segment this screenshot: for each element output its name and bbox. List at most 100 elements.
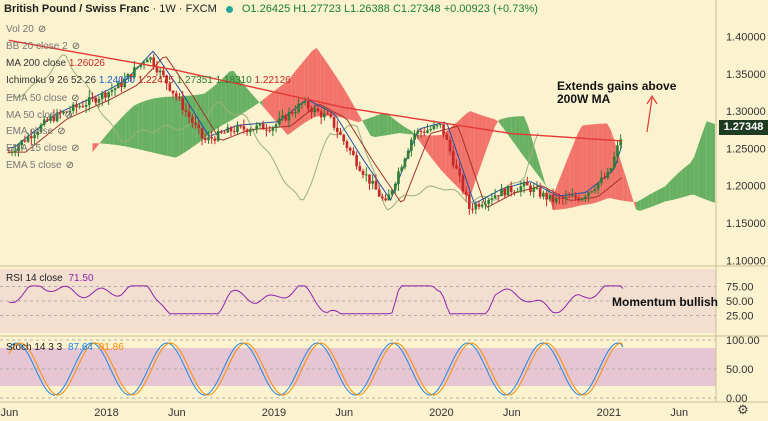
eye-off-icon[interactable]: ⊘ (71, 93, 80, 104)
eye-off-icon[interactable]: ⊘ (57, 126, 66, 137)
candle-body (290, 112, 294, 114)
time-tick-label: Jun (168, 407, 186, 419)
indicator-ma-50[interactable]: MA 50 close ⊘ (6, 110, 73, 121)
ichimoku-cloud-segment (270, 90, 276, 121)
candle-body (451, 151, 455, 166)
symbol-name[interactable]: British Pound / Swiss Franc (4, 3, 150, 15)
candle-body (7, 152, 11, 154)
candle-body (374, 181, 378, 190)
ichimoku-cloud-segment (582, 125, 587, 206)
candle-body (580, 198, 584, 201)
rsi-tick-label: 50.00 (726, 296, 754, 308)
ichimoku-base-line (8, 56, 623, 208)
eye-off-icon[interactable]: ⊘ (37, 24, 47, 35)
ichimoku-cloud-segment (345, 91, 350, 120)
ichimoku-lagging: 1.27351 (176, 75, 213, 86)
candle-body (245, 129, 249, 133)
ichimoku-cloud-segment (221, 75, 226, 126)
candle-body (249, 130, 252, 133)
ichimoku-cloud-segment (121, 113, 126, 147)
ichimoku-cloud-segment (623, 170, 628, 202)
indicator-ema-5[interactable]: EMA 5 close ⊘ (6, 160, 74, 171)
ichimoku-cloud-segment (407, 128, 413, 135)
ichimoku-cloud-segment (333, 71, 338, 117)
indicator-bb[interactable]: BB 20 close 2 ⊘ (6, 41, 81, 52)
candle-body (94, 97, 98, 103)
price-axis-strip (716, 0, 768, 421)
candle-body (484, 203, 487, 205)
ichimoku-cloud-segment (391, 116, 396, 135)
rsi-line (8, 285, 624, 315)
chart-header: British Pound / Swiss Franc · 1W · FXCM … (4, 3, 538, 15)
last-price-tag: 1.27348 (719, 120, 768, 135)
ichimoku-cloud-segment (540, 167, 545, 185)
candle-body (474, 203, 478, 210)
ichimoku-cloud-segment (362, 119, 367, 129)
candle-body (387, 194, 391, 201)
eye-off-icon[interactable]: ⊘ (71, 143, 80, 154)
candle-body (368, 174, 371, 184)
candle-body (429, 128, 432, 131)
ichimoku-cloud-segment (134, 103, 139, 150)
ichimoku-cloud-segment (474, 112, 479, 185)
candle-body (239, 125, 242, 127)
ichimoku-cloud-segment (378, 113, 383, 137)
interval[interactable]: 1W (159, 3, 176, 15)
ma200-line (8, 39, 622, 142)
ichimoku-cloud-segment (217, 79, 222, 129)
market-status-dot (225, 5, 233, 13)
candle-body (558, 197, 561, 199)
gear-icon[interactable]: ⚙ (737, 402, 749, 417)
ichimoku-cloud-segment (142, 100, 147, 152)
candle-body (339, 132, 342, 135)
candle-body (335, 127, 339, 133)
rsi-legend[interactable]: RSI 14 close 71.50 (6, 273, 94, 284)
candle-body (303, 101, 307, 103)
candle-body (181, 97, 184, 110)
candle-body (355, 155, 358, 167)
ichimoku-conversion-line (8, 50, 623, 205)
ichimoku-cloud-segment (524, 116, 529, 163)
candle-body (329, 114, 333, 117)
candle-body (59, 112, 62, 114)
stoch-tick-label: 100.00 (726, 335, 760, 347)
eye-off-icon[interactable]: ⊘ (71, 41, 81, 52)
ichimoku-cloud-segment (420, 135, 425, 149)
candle-body (587, 192, 590, 197)
candle-body (116, 82, 120, 89)
eye-off-icon[interactable]: ⊘ (64, 110, 73, 121)
indicator-ema-50[interactable]: EMA 50 close ⊘ (6, 93, 80, 104)
eye-off-icon[interactable]: ⊘ (65, 160, 74, 171)
time-tick-label: Jun (670, 407, 688, 419)
candle-body (68, 110, 72, 112)
candle-body (10, 151, 14, 153)
stoch-legend[interactable]: Stoch 14 3 3 87.64 91.86 (6, 342, 124, 353)
candle-body (300, 102, 304, 104)
candle-body (571, 195, 574, 197)
candle-body (13, 150, 17, 152)
ichimoku-cloud-segment (428, 135, 433, 160)
candle-body (306, 101, 310, 109)
ichimoku-cloud-segment (495, 119, 500, 127)
candle-body (410, 139, 413, 151)
indicator-ichimoku[interactable]: Ichimoku 9 26 52 26 1.24060 1.22475 1.27… (6, 75, 291, 86)
candle-body (361, 170, 365, 175)
indicator-ema-15[interactable]: EMA 15 close ⊘ (6, 143, 80, 154)
ichimoku-cloud-segment (167, 96, 172, 157)
candle-body (229, 127, 233, 132)
ichimoku-cloud-segment (453, 121, 458, 188)
candle-body (126, 74, 130, 80)
ichimoku-cloud-segment (590, 124, 595, 204)
candle-body (210, 137, 213, 139)
candle-body (120, 82, 123, 88)
indicator-ma200[interactable]: MA 200 close 1.26026 (6, 58, 105, 69)
time-tick-label: 2018 (94, 407, 118, 419)
rsi-value: 71.50 (68, 273, 94, 284)
candle-body (348, 147, 352, 151)
candle-body (197, 124, 201, 129)
ichimoku-span-b: 1.22126 (254, 75, 291, 86)
ichimoku-cloud-segment (138, 101, 143, 151)
indicator-ema[interactable]: EMA close ⊘ (6, 126, 66, 137)
candle-body (42, 119, 46, 125)
indicator-vol[interactable]: Vol 20 ⊘ (6, 24, 47, 35)
